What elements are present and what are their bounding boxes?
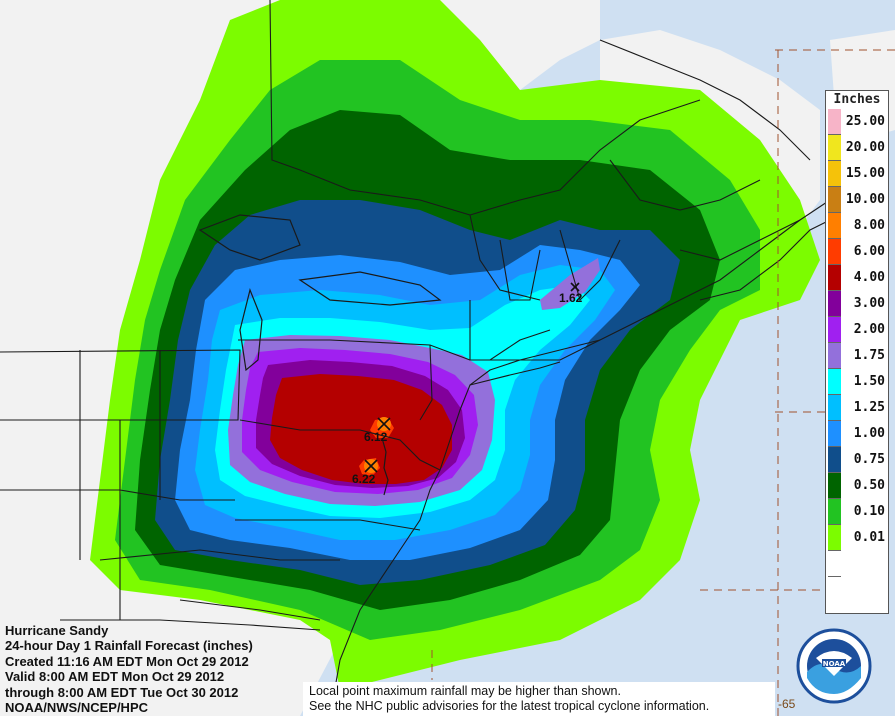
legend-swatch <box>828 265 841 291</box>
legend-item: 20.00 <box>826 135 888 161</box>
maxima-label-maryland: 6.12 <box>364 430 388 444</box>
legend-label: 15.00 <box>845 166 885 181</box>
legend-swatch <box>828 369 841 395</box>
legend-title: Inches <box>833 92 881 107</box>
legend-label: 3.00 <box>853 296 885 311</box>
legend-swatch <box>828 421 841 447</box>
legend-label: 0.50 <box>853 478 885 493</box>
legend-item: 1.00 <box>826 421 888 447</box>
title-line-valid: Valid 8:00 AM EDT Mon Oct 29 2012 <box>5 669 225 685</box>
svg-text:NOAA: NOAA <box>823 660 846 668</box>
chesapeake-bay <box>381 437 389 496</box>
legend-item <box>826 551 888 577</box>
legend-item: 2.00 <box>826 317 888 343</box>
legend-item: 10.00 <box>826 187 888 213</box>
gulf-st-lawrence-outline <box>599 39 811 161</box>
legend-label: 6.00 <box>853 244 885 259</box>
legend-swatch <box>828 343 841 369</box>
legend-label: 20.00 <box>845 140 885 155</box>
rainfall-legend: Inches 25.00 20.00 15.00 10.00 8.00 6.00 4.00 3… <box>825 90 889 614</box>
longitude-label: -65 <box>778 697 796 711</box>
legend-swatch <box>828 187 841 213</box>
disclaimer-box: Local point maximum rainfall may be high… <box>303 682 775 716</box>
legend-label: 0.75 <box>853 452 885 467</box>
maxima-label-delmarva: 6.22 <box>352 472 376 486</box>
legend-swatch <box>828 135 841 161</box>
legend-label: 1.50 <box>853 374 885 389</box>
legend-item: 1.25 <box>826 395 888 421</box>
disclaimer-line-1: Local point maximum rainfall may be high… <box>309 684 621 698</box>
long-island <box>469 361 561 386</box>
legend-label: 25.00 <box>845 114 885 129</box>
rain-band-4.00 <box>270 374 452 484</box>
noaa-logo: NOAA <box>796 628 872 704</box>
great-lakes-outline <box>198 214 442 372</box>
title-line-storm: Hurricane Sandy <box>5 623 109 638</box>
map-title-block: Hurricane Sandy 24-hour Day 1 Rainfall F… <box>5 623 305 715</box>
title-line-product: 24-hour Day 1 Rainfall Forecast (inches) <box>5 638 253 654</box>
legend-item: 0.01 <box>826 525 888 551</box>
legend-swatch <box>828 447 841 473</box>
legend-label: 2.00 <box>853 322 885 337</box>
legend-item: 6.00 <box>826 239 888 265</box>
legend-item: 3.00 <box>826 291 888 317</box>
lat-lon-grid <box>431 49 895 716</box>
rain-band-1.75-maine <box>540 258 600 310</box>
legend-swatch <box>828 161 841 187</box>
legend-swatch <box>828 213 841 239</box>
legend-label: 1.00 <box>853 426 885 441</box>
legend-swatch <box>828 395 841 421</box>
legend-swatch <box>828 499 841 525</box>
legend-item: 0.50 <box>826 473 888 499</box>
title-line-through: through 8:00 AM EDT Tue Oct 30 2012 <box>5 684 239 700</box>
legend-item: 0.10 <box>826 499 888 525</box>
legend-label: 4.00 <box>853 270 885 285</box>
legend-swatch <box>828 525 841 551</box>
legend-label <box>843 551 887 577</box>
nova-scotia-outline <box>699 219 831 301</box>
legend-swatch <box>828 291 841 317</box>
legend-label: 1.25 <box>853 400 885 415</box>
title-line-agency: NOAA/NWS/NCEP/HPC <box>5 700 149 716</box>
disclaimer-line-2: See the NHC public advisories for the la… <box>309 699 710 713</box>
maxima-label-maine: 1.62 <box>559 291 583 305</box>
legend-swatch <box>828 239 841 265</box>
legend-item: 4.00 <box>826 265 888 291</box>
legend-swatch <box>828 473 841 499</box>
legend-label: 8.00 <box>853 218 885 233</box>
political-borders <box>0 0 801 631</box>
legend-swatch <box>828 317 841 343</box>
legend-label: 0.01 <box>853 530 885 545</box>
legend-item: 25.00 <box>826 109 888 135</box>
legend-item: 8.00 <box>826 213 888 239</box>
legend-item: 15.00 <box>826 161 888 187</box>
legend-item: 0.75 <box>826 447 888 473</box>
legend-item: 1.50 <box>826 369 888 395</box>
legend-label: 0.10 <box>853 504 885 519</box>
legend-item: 1.75 <box>826 343 888 369</box>
maxima-markers <box>364 282 580 473</box>
title-line-created: Created 11:16 AM EDT Mon Oct 29 2012 <box>5 653 249 669</box>
legend-swatch <box>828 109 841 135</box>
legend-label: 10.00 <box>845 192 885 207</box>
legend-label: 1.75 <box>853 348 885 363</box>
legend-swatch <box>828 551 841 577</box>
